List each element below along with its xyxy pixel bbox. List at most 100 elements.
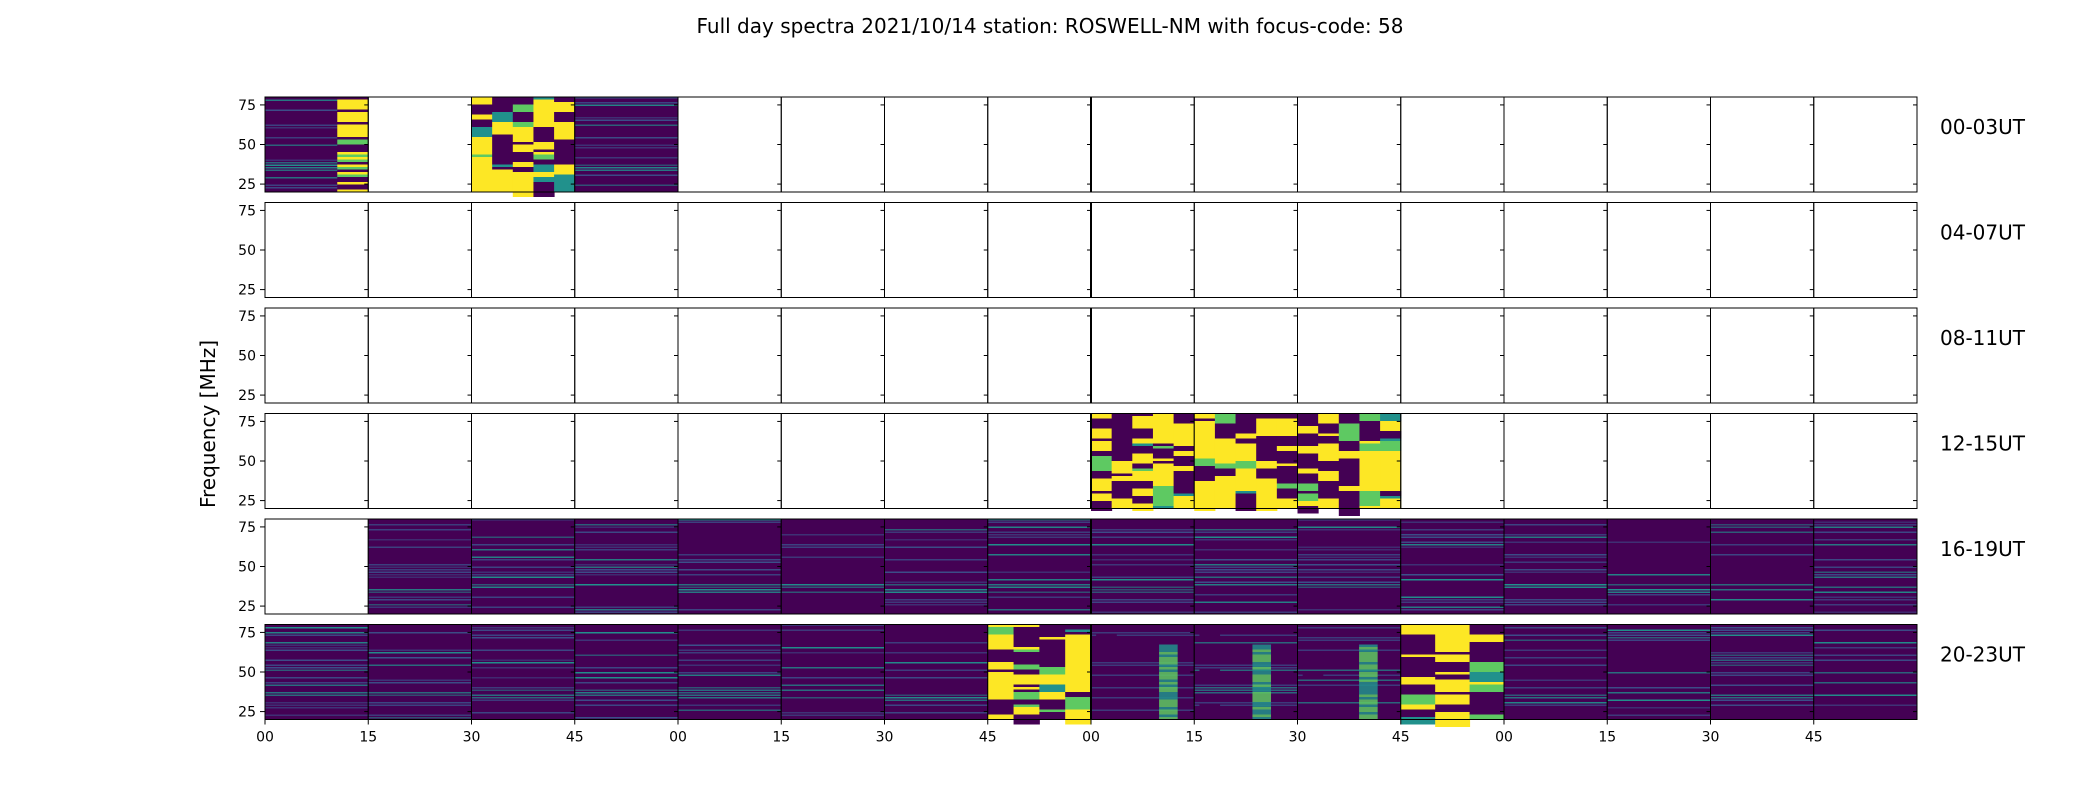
panel-00-03UT-2	[471, 96, 576, 197]
panel-frame	[367, 413, 472, 509]
x-tick-label: 15	[1185, 730, 1203, 746]
y-tick-label: 50	[238, 454, 256, 470]
panel-frame	[780, 96, 885, 193]
panel-08-11UT-0	[264, 307, 369, 404]
panel-frame	[471, 307, 576, 404]
panel-frame	[1606, 202, 1711, 298]
panel-frame	[264, 202, 369, 298]
panel-20-23UT-4	[677, 624, 782, 720]
panel-16-19UT-2	[471, 518, 576, 615]
panel-frame	[1400, 202, 1505, 298]
panel-20-23UT-3	[574, 624, 679, 720]
panel-20-23UT-2	[471, 624, 576, 720]
panel-08-11UT-10	[1297, 307, 1402, 404]
panel-frame	[987, 202, 1092, 298]
y-tick-label: 25	[238, 388, 256, 404]
y-tick-label: 25	[238, 599, 256, 615]
panel-frame	[1710, 413, 1815, 509]
row-12-15UT: 25 50 75 12-15UT	[238, 413, 2026, 516]
panel-20-23UT-15	[1813, 624, 1918, 720]
panel-12-15UT-6	[884, 413, 989, 509]
panel-00-03UT-0	[264, 96, 369, 193]
panel-16-19UT-14	[1710, 518, 1815, 615]
panel-16-19UT-13	[1606, 518, 1711, 615]
y-tick-label: 50	[238, 560, 256, 576]
panel-08-11UT-3	[574, 307, 679, 404]
row-04-07UT: 25 50 75 04-07UT	[238, 202, 2026, 299]
panel-16-19UT-4	[677, 518, 782, 615]
panel-16-19UT-6	[884, 518, 989, 615]
panel-08-11UT-11	[1400, 307, 1505, 404]
panel-frame	[677, 96, 782, 193]
panel-20-23UT-6	[884, 624, 989, 720]
panel-frame	[1193, 202, 1298, 298]
panel-16-19UT-15	[1813, 518, 1918, 615]
panel-frame	[1503, 202, 1608, 298]
row-label: 12-15UT	[1940, 432, 2026, 456]
panel-frame	[677, 202, 782, 298]
panel-08-11UT-8	[1090, 307, 1195, 404]
y-tick-label: 25	[238, 494, 256, 510]
y-tick-label: 75	[238, 520, 256, 536]
panel-00-03UT-11	[1400, 96, 1505, 193]
panel-04-07UT-10	[1297, 202, 1402, 298]
panel-08-11UT-2	[471, 307, 576, 404]
y-tick-label: 25	[238, 705, 256, 721]
row-08-11UT: 25 50 75 08-11UT	[238, 307, 2026, 404]
panel-frame	[367, 307, 472, 404]
panel-frame	[1400, 413, 1505, 509]
row-label: 04-07UT	[1940, 221, 2026, 245]
panel-12-15UT-3	[574, 413, 679, 509]
panel-frame	[367, 96, 472, 193]
panel-00-03UT-15	[1813, 96, 1918, 193]
panel-frame	[1813, 413, 1918, 509]
panel-04-07UT-12	[1503, 202, 1608, 298]
panel-08-11UT-15	[1813, 307, 1918, 404]
panel-00-03UT-3	[574, 96, 679, 193]
panel-20-23UT-8	[1090, 624, 1195, 720]
y-tick-label: 50	[238, 138, 256, 154]
panel-frame	[1400, 307, 1505, 404]
panel-00-03UT-9	[1193, 96, 1298, 193]
panel-04-07UT-4	[677, 202, 782, 298]
panel-frame	[1813, 96, 1918, 193]
panel-00-03UT-13	[1606, 96, 1711, 193]
panel-04-07UT-15	[1813, 202, 1918, 298]
x-tick-label: 30	[876, 730, 894, 746]
y-tick-label: 75	[238, 203, 256, 219]
x-tick-label: 00	[669, 730, 687, 746]
x-tick-label: 15	[772, 730, 790, 746]
panel-frame	[1503, 413, 1608, 509]
y-tick-label: 75	[238, 414, 256, 430]
panel-12-15UT-15	[1813, 413, 1918, 509]
panel-00-03UT-5	[780, 96, 885, 193]
x-tick-label: 30	[463, 730, 481, 746]
row-label: 00-03UT	[1940, 115, 2026, 139]
x-tick-label: 00	[1495, 730, 1513, 746]
panel-08-11UT-9	[1193, 307, 1298, 404]
panel-frame	[264, 307, 369, 404]
panel-20-23UT-7	[987, 624, 1092, 725]
panel-00-03UT-8	[1090, 96, 1195, 193]
panel-12-15UT-5	[780, 413, 885, 509]
panel-20-23UT-13	[1606, 624, 1711, 720]
panel-frame	[1606, 96, 1711, 193]
panel-04-07UT-2	[471, 202, 576, 298]
panel-16-19UT-9	[1193, 518, 1298, 615]
panel-04-07UT-13	[1606, 202, 1711, 298]
panel-frame	[780, 202, 885, 298]
panel-00-03UT-4	[677, 96, 782, 193]
panel-16-19UT-7	[987, 518, 1092, 615]
panel-00-03UT-7	[987, 96, 1092, 193]
y-tick-label: 75	[238, 309, 256, 325]
panel-08-11UT-13	[1606, 307, 1711, 404]
panel-00-03UT-10	[1297, 96, 1402, 193]
panel-16-19UT-8	[1090, 518, 1195, 615]
x-tick-label: 45	[1805, 730, 1823, 746]
panel-00-03UT-14	[1710, 96, 1815, 193]
panel-frame	[1193, 96, 1298, 193]
x-tick-label: 30	[1702, 730, 1720, 746]
panel-00-03UT-12	[1503, 96, 1608, 193]
panel-16-19UT-12	[1503, 518, 1608, 615]
x-tick-label: 45	[1392, 730, 1410, 746]
